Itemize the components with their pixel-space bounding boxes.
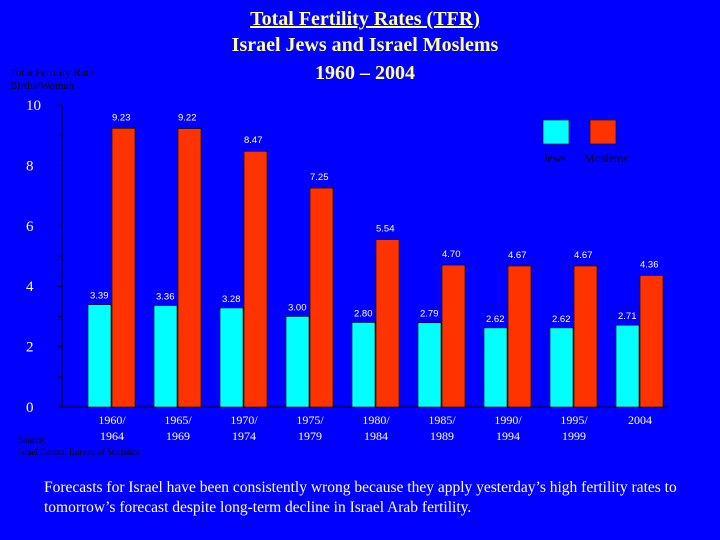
y-axis-unit: Births/Woman: [10, 80, 74, 92]
chart-title-line-2: Israel Jews and Israel Moslems: [231, 34, 499, 56]
chart-title-line-3: 1960 – 2004: [315, 62, 415, 84]
y-axis-title: Total Fertility Rate Births/Woman: [10, 67, 94, 93]
data-label-jews: 3.28: [222, 294, 241, 305]
bar-jews: [483, 327, 508, 408]
bar-jews: [153, 305, 178, 408]
x-category-label: 1989: [430, 429, 454, 443]
bar-moslems: [639, 275, 664, 408]
data-label-jews: 3.36: [156, 292, 175, 303]
data-label-moslems: 4.70: [442, 249, 461, 260]
y-tick-label: 4: [26, 279, 34, 295]
x-category-label: 1994: [496, 429, 520, 443]
bar-moslems: [309, 187, 334, 408]
x-category-label: 1984: [364, 429, 388, 443]
source-label: Source:: [18, 435, 46, 445]
legend-swatch-moslems: [589, 119, 617, 145]
bar-moslems: [243, 150, 268, 408]
data-label-jews: 3.00: [288, 302, 307, 313]
legend-label-moslems: Moslems: [584, 151, 628, 165]
bar-moslems: [111, 127, 136, 408]
bar-moslems: [177, 128, 202, 408]
data-label-jews: 2.79: [420, 309, 439, 320]
bar-jews: [87, 304, 112, 408]
x-category-label: 1995/: [560, 413, 588, 427]
bar-jews: [285, 316, 310, 408]
chart-title-line-1: Total Fertility Rates (TFR): [250, 8, 480, 30]
data-label-jews: 2.71: [618, 311, 637, 322]
source-note: Source: Israel Central Bureau of Statist…: [18, 434, 139, 458]
y-tick-label: 10: [26, 98, 41, 114]
bar-jews: [549, 327, 574, 408]
bar-moslems: [573, 265, 598, 408]
x-category-label: 1965/: [164, 413, 192, 427]
legend-label-jews: Jews: [543, 151, 567, 165]
bar-jews: [615, 324, 640, 408]
x-category-label: 1979: [298, 429, 322, 443]
data-label-jews: 2.62: [552, 314, 571, 325]
x-category-label: 1969: [166, 429, 190, 443]
legend-swatch-jews: [542, 119, 570, 145]
bar-moslems: [507, 265, 532, 408]
data-label-moslems: 7.25: [310, 172, 329, 183]
data-label-moslems: 9.22: [178, 113, 197, 124]
x-category-label: 1975/: [296, 413, 324, 427]
bar-jews: [417, 322, 442, 408]
x-category-label: 1985/: [428, 413, 456, 427]
bar-moslems: [441, 264, 466, 408]
source-name: Israel Central Bureau of Statistics: [18, 447, 140, 457]
data-label-moslems: 4.36: [640, 259, 659, 270]
data-label-moslems: 9.23: [112, 112, 131, 123]
x-category-label: 2004: [628, 413, 652, 427]
bar-jews: [351, 322, 376, 408]
x-category-label: 1964: [100, 429, 124, 443]
y-axis-title-text: Total Fertility Rate: [10, 67, 94, 79]
y-tick-label: 6: [26, 219, 34, 235]
y-tick-label: 8: [26, 158, 34, 174]
data-label-jews: 2.62: [486, 314, 505, 325]
x-category-label: 1999: [562, 429, 586, 443]
x-category-label: 1974: [232, 429, 256, 443]
x-category-label: 1980/: [362, 413, 390, 427]
data-label-jews: 3.39: [90, 291, 109, 302]
data-label-moslems: 8.47: [244, 135, 263, 146]
bar-jews: [219, 307, 244, 408]
data-label-moslems: 4.67: [508, 250, 527, 261]
data-label-moslems: 5.54: [376, 224, 395, 235]
y-tick-label: 2: [26, 340, 34, 356]
footnote: Forecasts for Israel have been consisten…: [44, 479, 677, 516]
x-category-label: 1990/: [494, 413, 522, 427]
bar-moslems: [375, 239, 400, 408]
y-tick-label: 0: [26, 400, 34, 416]
data-label-jews: 2.80: [354, 308, 373, 319]
x-category-label: 1960/: [98, 413, 126, 427]
data-label-moslems: 4.67: [574, 250, 593, 261]
x-category-label: 1970/: [230, 413, 258, 427]
